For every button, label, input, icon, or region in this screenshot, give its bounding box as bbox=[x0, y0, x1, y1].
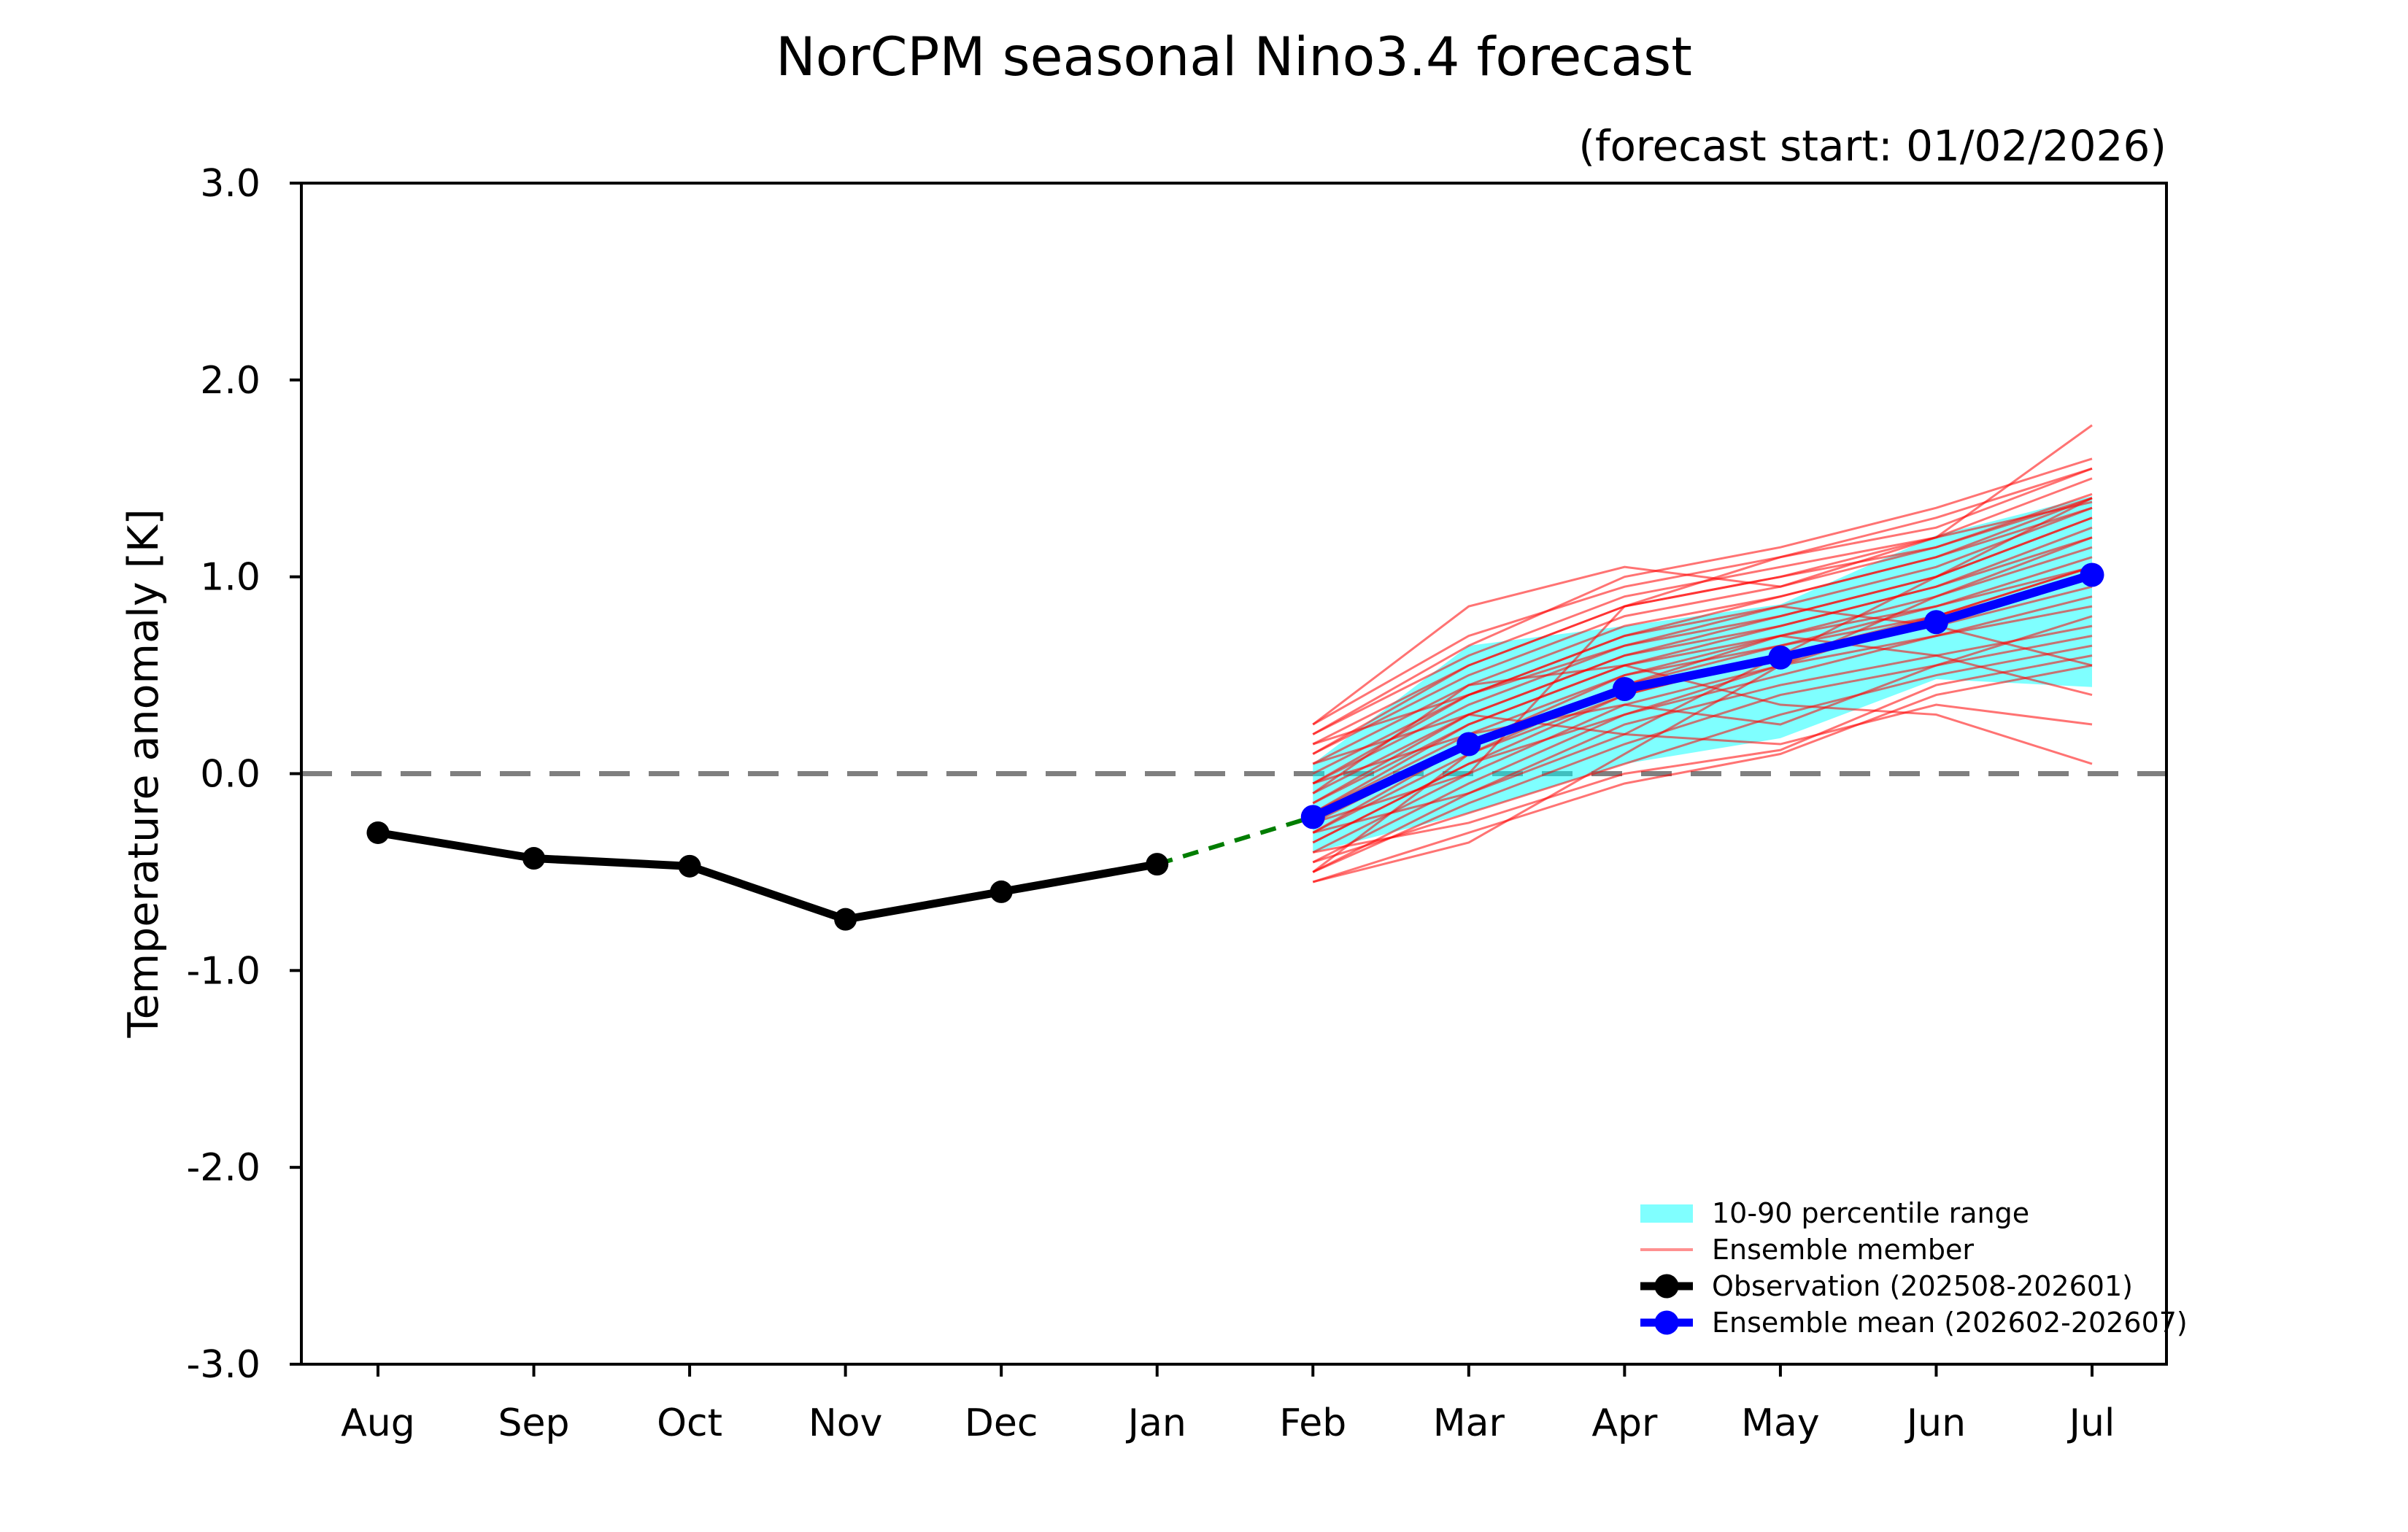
ensemble-member-line bbox=[1312, 536, 2093, 794]
ensemble-member-line bbox=[1312, 424, 2093, 726]
ensemble-member-line bbox=[1312, 615, 2093, 785]
legend-label: Ensemble member bbox=[1712, 1234, 1974, 1266]
x-tick-label: Jan bbox=[1126, 1401, 1186, 1445]
y-tick-label: -3.0 bbox=[187, 1343, 261, 1387]
legend-item-observation: Observation (202508-202601) bbox=[1640, 1268, 2188, 1304]
ensemble-mean-line-marker-icon bbox=[1640, 1310, 1693, 1335]
x-tick-label: May bbox=[1741, 1401, 1820, 1445]
legend-item-percentile-band: 10-90 percentile range bbox=[1640, 1195, 2188, 1231]
connector-line bbox=[1156, 814, 1314, 867]
ensemble-mean-line bbox=[1311, 570, 2094, 821]
legend-item-ensemble-mean: Ensemble mean (202602-202607) bbox=[1640, 1304, 2188, 1341]
observation-marker bbox=[1146, 853, 1169, 876]
y-tick-label: -2.0 bbox=[187, 1146, 261, 1190]
observation-marker bbox=[678, 854, 701, 878]
x-tick-label: Apr bbox=[1591, 1401, 1658, 1445]
ensemble-member-line-icon bbox=[1640, 1248, 1693, 1251]
observation-marker bbox=[522, 847, 546, 870]
y-tick-label: -1.0 bbox=[187, 949, 261, 993]
x-tick-label: Jun bbox=[1905, 1401, 1966, 1445]
ensemble-mean-marker bbox=[1768, 645, 1793, 670]
ensemble-mean-marker bbox=[1300, 805, 1325, 829]
ensemble-member-line bbox=[1312, 517, 2093, 805]
observation-line bbox=[377, 829, 1158, 924]
ensemble-member-line bbox=[1312, 546, 2093, 805]
legend-item-ensemble-member: Ensemble member bbox=[1640, 1231, 2188, 1268]
y-tick-label: 0.0 bbox=[200, 753, 261, 797]
legend: 10-90 percentile range Ensemble member O… bbox=[1640, 1195, 2188, 1341]
ensemble-mean-marker bbox=[1612, 676, 1637, 701]
x-tick-label: Nov bbox=[809, 1401, 883, 1445]
x-tick-label: Mar bbox=[1433, 1401, 1505, 1445]
plot-border bbox=[300, 182, 2168, 1366]
legend-label: Observation (202508-202601) bbox=[1712, 1270, 2133, 1302]
y-tick-label: 2.0 bbox=[200, 359, 261, 403]
observation-marker bbox=[366, 821, 390, 844]
x-tick-label: Dec bbox=[965, 1401, 1038, 1445]
ensemble-member-line bbox=[1312, 605, 2093, 746]
ensemble-member-line bbox=[1312, 506, 2093, 785]
forecast-start-label: (forecast start: 01/02/2026) bbox=[1578, 121, 2166, 171]
ensemble-member-line bbox=[1312, 497, 2093, 765]
ensemble-mean-marker bbox=[1923, 610, 1948, 635]
observation-marker bbox=[834, 908, 857, 931]
ensemble-member-line bbox=[1312, 497, 2093, 755]
ensemble-member-line bbox=[1312, 664, 2093, 883]
ensemble-member-line bbox=[1312, 703, 2093, 765]
observation-marker bbox=[989, 880, 1013, 903]
ensemble-member-line bbox=[1312, 536, 2093, 883]
ensemble-member-line bbox=[1312, 654, 2093, 854]
ensemble-member-line bbox=[1312, 457, 2093, 735]
y-tick-label: 1.0 bbox=[200, 556, 261, 600]
ensemble-member-line bbox=[1312, 624, 2093, 873]
ensemble-member-line bbox=[1312, 497, 2093, 834]
ensemble-member-line bbox=[1312, 506, 2093, 775]
x-tick-label: Oct bbox=[657, 1401, 722, 1445]
ensemble-member-line bbox=[1312, 467, 2093, 824]
x-tick-label: Feb bbox=[1279, 1401, 1346, 1445]
ensemble-member-line bbox=[1312, 526, 2093, 814]
legend-label: Ensemble mean (202602-202607) bbox=[1712, 1307, 2188, 1339]
x-tick-label: Sep bbox=[498, 1401, 570, 1445]
x-tick-label: Jul bbox=[2067, 1401, 2115, 1445]
chart-title: NorCPM seasonal Nino3.4 forecast bbox=[776, 26, 1692, 88]
observation-line-marker-icon bbox=[1640, 1274, 1693, 1299]
x-tick-label: Aug bbox=[341, 1401, 415, 1445]
percentile-band-swatch-icon bbox=[1640, 1204, 1693, 1223]
ensemble-member-line bbox=[1312, 635, 2093, 873]
ensemble-mean-marker bbox=[2080, 562, 2104, 587]
y-tick-label: 3.0 bbox=[200, 162, 261, 206]
ensemble-mean-marker bbox=[1456, 732, 1481, 757]
ensemble-member-line bbox=[1312, 635, 2093, 873]
legend-label: 10-90 percentile range bbox=[1712, 1197, 2030, 1229]
